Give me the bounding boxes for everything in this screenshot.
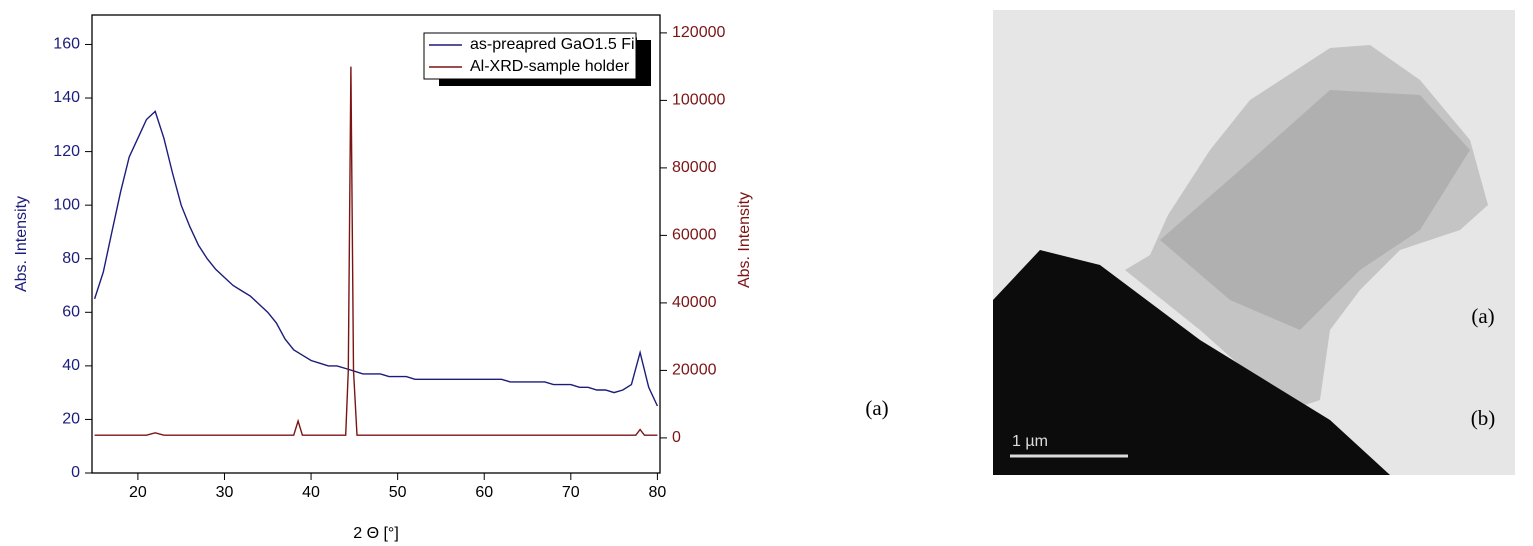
image-label: (a) (1471, 304, 1494, 328)
chart: Abs. Intensity Abs. Intensity 2 Θ [°] (13, 14, 753, 542)
series-line (94, 66, 658, 436)
y2-axis-title: Abs. Intensity (736, 192, 753, 288)
y2-tick-label: 80000 (672, 159, 717, 176)
x-tick-label: 80 (649, 484, 667, 501)
x-tick-label: 20 (129, 484, 147, 501)
y-tick-label: 80 (62, 250, 80, 267)
y2-tick-label: 60000 (672, 227, 717, 244)
y2-tick-label: 20000 (672, 362, 717, 379)
x-tick-label: 70 (562, 484, 580, 501)
y-tick-label: 20 (62, 411, 80, 428)
x-tick-label: 50 (389, 484, 407, 501)
y-tick-label: 160 (53, 36, 80, 53)
scale-bar-label: 1 µm (1012, 433, 1048, 450)
sample-core (1160, 90, 1470, 330)
plot-frame (91, 14, 661, 474)
x-tick-label: 30 (216, 484, 234, 501)
y-tick-label: 120 (53, 143, 80, 160)
y-tick-label: 140 (53, 89, 80, 106)
legend-label: as-preapred GaO1.5 Film (470, 36, 651, 53)
y-tick-label: 100 (53, 196, 80, 213)
x-tick-label: 60 (475, 484, 493, 501)
y-tick-label: 0 (71, 464, 80, 481)
y2-tick-label: 0 (672, 429, 681, 446)
x-tick-label: 40 (302, 484, 320, 501)
legend-label: Al-XRD-sample holder (470, 58, 630, 75)
panel-label: (a) (865, 396, 888, 420)
image-label: (b) (1471, 406, 1496, 430)
x-axis-title: 2 Θ [°] (353, 525, 399, 542)
micrograph: 1 µm (a) (b) (993, 10, 1515, 475)
y-tick-label: 40 (62, 357, 80, 374)
substrate (993, 250, 1390, 475)
legend (423, 32, 637, 80)
y2-tick-label: 40000 (672, 294, 717, 311)
y2-tick-label: 120000 (672, 24, 725, 41)
y-axis-title: Abs. Intensity (13, 196, 30, 292)
series-line (93, 110, 659, 407)
y2-tick-label: 100000 (672, 92, 725, 109)
y-tick-label: 60 (62, 304, 80, 321)
